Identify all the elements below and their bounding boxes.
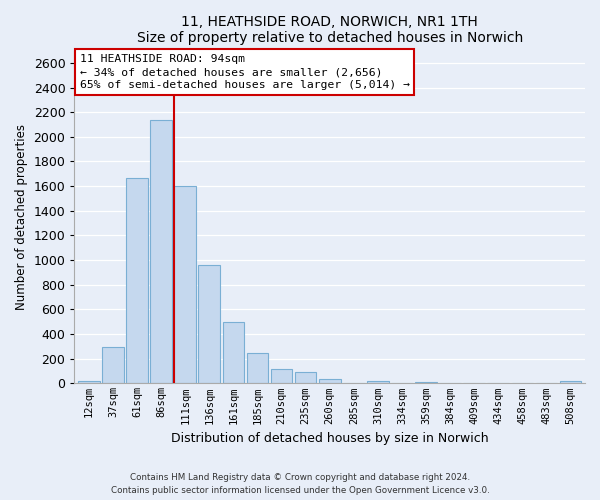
Bar [247,352,268,384]
Bar [367,381,389,384]
Title: 11, HEATHSIDE ROAD, NORWICH, NR1 1TH
Size of property relative to detached house: 11, HEATHSIDE ROAD, NORWICH, NR1 1TH Siz… [137,15,523,45]
Bar [126,178,148,384]
Bar [295,372,316,384]
Bar [223,322,244,384]
Bar [391,383,413,384]
Bar [199,265,220,384]
Bar [319,379,341,384]
Y-axis label: Number of detached properties: Number of detached properties [15,124,28,310]
Bar [271,368,292,384]
X-axis label: Distribution of detached houses by size in Norwich: Distribution of detached houses by size … [171,432,488,445]
Bar [343,383,365,384]
Bar [175,186,196,384]
Bar [78,381,100,384]
Bar [415,382,437,384]
Bar [151,120,172,384]
Bar [560,381,581,384]
Bar [102,347,124,384]
Text: 11 HEATHSIDE ROAD: 94sqm
← 34% of detached houses are smaller (2,656)
65% of sem: 11 HEATHSIDE ROAD: 94sqm ← 34% of detach… [80,54,410,90]
Text: Contains HM Land Registry data © Crown copyright and database right 2024.
Contai: Contains HM Land Registry data © Crown c… [110,474,490,495]
